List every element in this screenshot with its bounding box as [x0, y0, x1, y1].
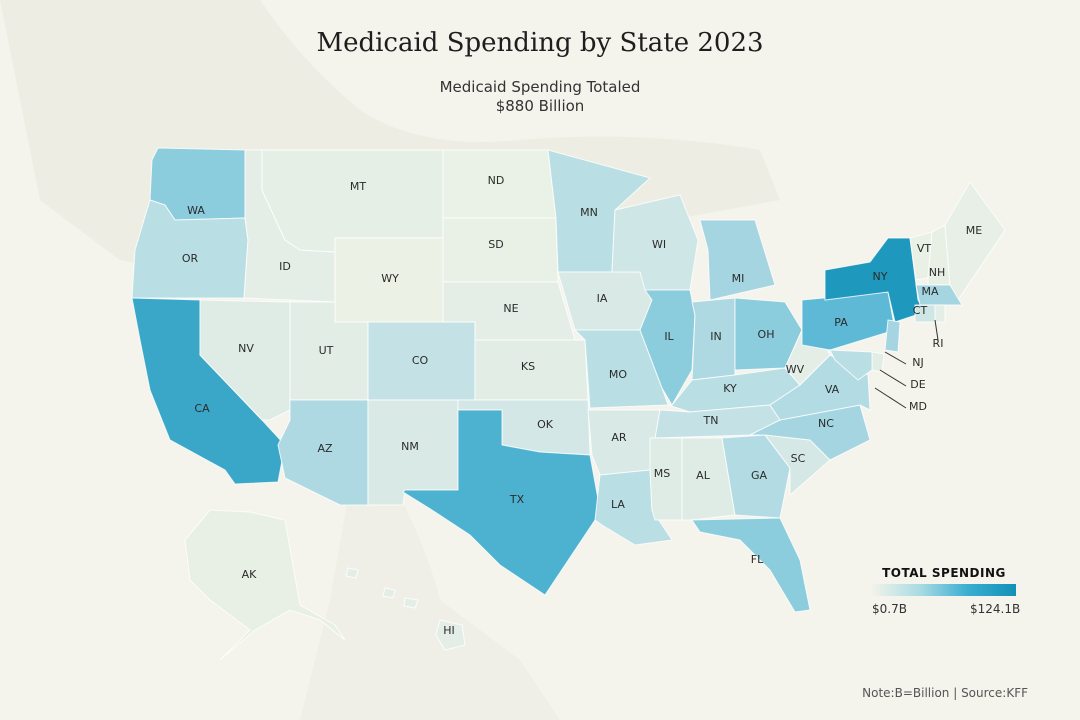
subtitle-line-2: $880 Billion [495, 97, 585, 115]
state-label-la: LA [611, 498, 625, 511]
state-label-ky: KY [723, 382, 737, 395]
state-label-md: MD [909, 400, 927, 413]
state-label-il: IL [664, 330, 674, 343]
state-label-al: AL [696, 469, 711, 482]
state-label-ct: CT [913, 304, 928, 317]
state-label-id: ID [279, 260, 291, 273]
state-label-in: IN [710, 330, 721, 343]
state-label-nj: NJ [912, 356, 923, 369]
subtitle-line-1: Medicaid Spending Totaled [439, 78, 641, 96]
state-label-co: CO [412, 354, 429, 367]
state-label-nm: NM [401, 440, 419, 453]
legend-title: TOTAL SPENDING [882, 566, 1006, 580]
state-label-mi: MI [732, 272, 745, 285]
state-label-wy: WY [381, 272, 399, 285]
state-label-ca: CA [194, 402, 210, 415]
state-label-ok: OK [537, 418, 554, 431]
legend-color-bar [872, 584, 1016, 596]
page-title: Medicaid Spending by State 2023 [316, 28, 764, 58]
state-label-ny: NY [873, 270, 888, 283]
state-label-ak: AK [242, 568, 258, 581]
state-ri[interactable] [934, 304, 946, 323]
state-label-nh: NH [929, 266, 946, 279]
state-label-ga: GA [751, 469, 768, 482]
state-label-de: DE [910, 378, 925, 391]
state-label-nd: ND [488, 174, 505, 187]
state-label-hi: HI [443, 624, 455, 637]
state-label-or: OR [182, 252, 199, 265]
state-label-tx: TX [509, 493, 525, 506]
state-label-wv: WV [786, 363, 805, 376]
state-ak[interactable] [184, 509, 346, 661]
state-label-me: ME [966, 224, 982, 237]
states-layer [131, 147, 1006, 661]
state-label-wa: WA [187, 204, 205, 217]
state-label-mn: MN [580, 206, 598, 219]
state-mi[interactable] [699, 219, 776, 301]
labels-layer: WA OR CA ID NV MT WY UT AZ CO NM ND SD NE KS OK TX MN IA MO… [182, 174, 982, 637]
state-md[interactable] [829, 349, 873, 381]
state-fl[interactable] [691, 517, 811, 613]
state-label-ma: MA [921, 285, 938, 298]
state-hi[interactable] [345, 567, 466, 651]
state-al[interactable] [681, 437, 736, 521]
state-pa[interactable] [801, 291, 896, 351]
source-note: Note:B=Billion | Source:KFF [862, 686, 1028, 700]
state-label-ut: UT [319, 344, 334, 357]
state-label-ne: NE [503, 302, 518, 315]
state-label-ar: AR [611, 431, 627, 444]
state-label-nv: NV [238, 342, 254, 355]
state-de[interactable] [871, 351, 885, 373]
state-nj[interactable] [884, 319, 901, 353]
state-label-sc: SC [791, 452, 806, 465]
state-label-tn: TN [703, 414, 719, 427]
state-me[interactable] [944, 181, 1006, 301]
state-label-sd: SD [488, 238, 503, 251]
state-label-vt: VT [917, 242, 932, 255]
state-label-va: VA [825, 383, 840, 396]
state-label-oh: OH [758, 328, 775, 341]
state-label-az: AZ [317, 442, 333, 455]
state-label-mt: MT [350, 180, 366, 193]
state-tx[interactable] [402, 409, 601, 596]
state-label-ia: IA [597, 292, 608, 305]
state-label-ri: RI [933, 337, 944, 350]
leader-lines [874, 319, 939, 409]
state-label-fl: FL [751, 553, 764, 566]
state-mt[interactable] [261, 149, 444, 253]
state-label-wi: WI [652, 238, 666, 251]
state-label-ks: KS [521, 360, 535, 373]
legend-max-label: $124.1B [970, 602, 1021, 616]
state-label-ms: MS [654, 467, 670, 480]
state-label-pa: PA [834, 316, 848, 329]
state-ma[interactable] [915, 284, 963, 306]
state-label-mo: MO [609, 368, 627, 381]
state-label-nc: NC [818, 417, 834, 430]
legend-min-label: $0.7B [872, 602, 907, 616]
